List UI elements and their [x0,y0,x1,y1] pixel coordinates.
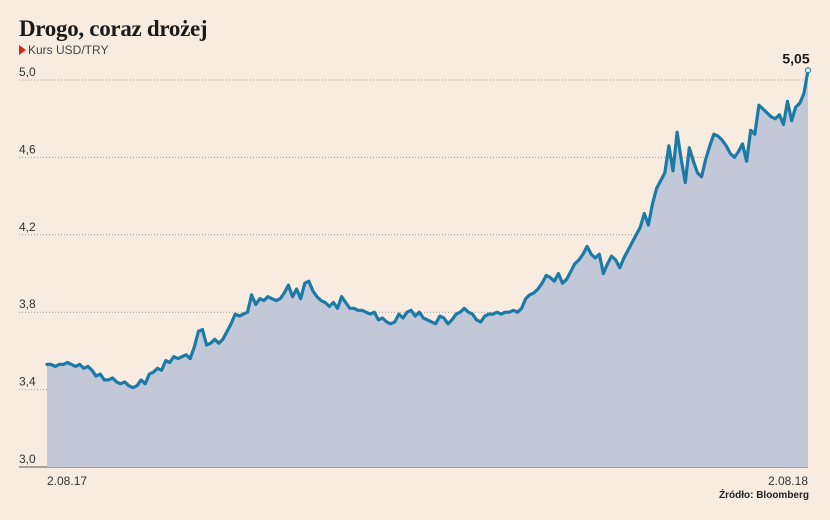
x-tick-label: 2.08.17 [47,474,87,488]
y-tick-label: 3,0 [19,452,36,466]
y-tick-label: 3,8 [19,297,36,311]
y-tick-label: 4,6 [19,142,36,156]
series-line [45,68,810,390]
source-note: Źródło: Bloomberg [719,490,809,501]
x-tick-label: 2.08.18 [768,474,808,488]
x-axis-labels: 2.08.17 2.08.18 [47,474,808,488]
y-tick-label: 3,4 [19,375,36,389]
y-axis-labels: 3,0 3,4 3,8 4,2 4,6 5,0 [19,65,36,466]
area-fill [47,70,808,468]
subtitle-text: Kurs USD/TRY [28,43,109,57]
end-value-label: 5,05 [782,50,809,66]
chart-title: Drogo, coraz drożej [19,16,208,41]
red-triangle-icon [19,45,26,55]
y-tick-label: 5,0 [19,65,36,79]
chart-subtitle: Kurs USD/TRY [19,43,108,57]
end-point-marker [804,67,812,74]
y-tick-label: 4,2 [19,220,36,234]
